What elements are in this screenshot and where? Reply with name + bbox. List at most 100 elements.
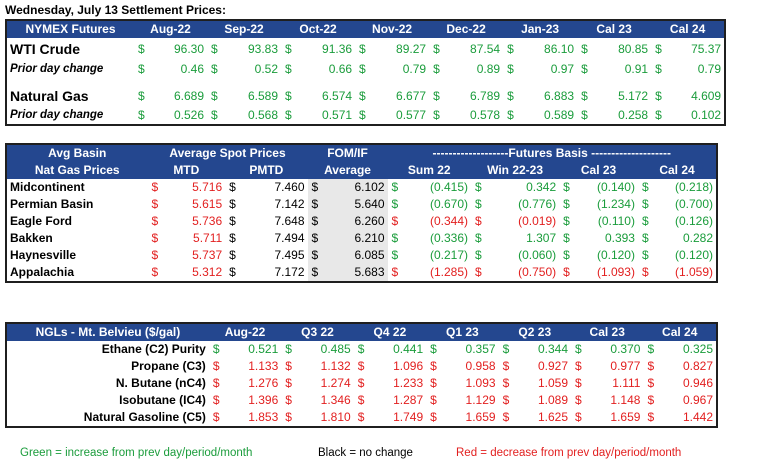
dollar-sign: $ xyxy=(575,342,582,356)
fom-value: 6.260 xyxy=(321,213,388,230)
ngl-value: 1.625 xyxy=(537,410,568,424)
futures-header-cell: Dec-22 xyxy=(429,20,504,38)
basis-header-cell: Cal 24 xyxy=(637,162,717,179)
ngl-value: 0.827 xyxy=(682,359,713,373)
dollar-sign: $ xyxy=(502,376,510,390)
dollar-sign: $ xyxy=(502,342,510,356)
dollar-sign: $ xyxy=(507,41,514,56)
dollar-sign: $ xyxy=(475,231,482,245)
dollar-sign: $ xyxy=(151,180,159,194)
ngl-value: 0.370 xyxy=(610,342,641,356)
dollar-sign: $ xyxy=(563,214,570,228)
basis-header-cell: -------------------Futures Basis -------… xyxy=(387,144,717,162)
futures-value: 0.568 xyxy=(248,108,279,122)
dollar-sign: $ xyxy=(285,393,292,407)
dollar-sign: $ xyxy=(563,197,570,211)
basis-row-label: Appalachia xyxy=(10,265,75,279)
futures-value: 0.578 xyxy=(470,108,501,122)
basis-row: Bakken $5.711 $7.494 $6.210 $ (0.336) $1.307 $0… xyxy=(6,230,717,247)
ngl-header-cell: Aug-22 xyxy=(208,323,282,341)
futures-value: 0.89 xyxy=(476,62,501,76)
dollar-sign: $ xyxy=(581,88,588,103)
dollar-sign: $ xyxy=(391,180,399,194)
futures-basis-value: (0.126) xyxy=(674,214,713,228)
dollar-sign: $ xyxy=(475,214,482,228)
fom-value: 5.640 xyxy=(321,196,388,213)
futures-value: 91.36 xyxy=(322,41,353,56)
dollar-sign: $ xyxy=(581,108,588,122)
basis-row: Midcontinent $5.716 $7.460 $6.102 $ (0.415) $0… xyxy=(6,179,717,196)
dollar-sign: $ xyxy=(212,359,220,373)
futures-value: 6.589 xyxy=(248,88,279,103)
dollar-sign: $ xyxy=(229,197,236,211)
dollar-sign: $ xyxy=(581,41,588,56)
futures-value: 6.883 xyxy=(544,88,575,103)
pmtd-value: 7.142 xyxy=(274,197,305,211)
basis-row: Appalachia $5.312 $7.172 $5.683 $ (1.285) $ (0.… xyxy=(6,264,717,282)
futures-basis-value: (0.670) xyxy=(429,197,469,211)
dollar-sign: $ xyxy=(285,359,292,373)
ngl-header-cell: Q2 23 xyxy=(498,323,571,341)
dollar-sign: $ xyxy=(212,376,220,390)
futures-value: 0.577 xyxy=(396,108,427,122)
ngl-row: Ethane (C2) Purity $0.521 $0.485 $0.441 $0.3… xyxy=(6,341,717,358)
ngl-value: 1.396 xyxy=(248,393,279,407)
dollar-sign: $ xyxy=(138,88,145,103)
dollar-sign: $ xyxy=(563,248,570,262)
page-title: Wednesday, July 13 Settlement Prices: xyxy=(5,3,226,17)
dollar-sign: $ xyxy=(285,108,292,122)
dollar-sign: $ xyxy=(307,264,322,282)
dollar-sign: $ xyxy=(307,247,322,264)
dollar-sign: $ xyxy=(563,231,570,245)
basis-row-label: Bakken xyxy=(10,231,53,245)
dollar-sign: $ xyxy=(502,393,510,407)
futures-header-cell: Sep-22 xyxy=(207,20,282,38)
dollar-sign: $ xyxy=(357,342,365,356)
mtd-value: 5.716 xyxy=(192,180,223,194)
dollar-sign: $ xyxy=(475,265,482,279)
ngl-row: Isobutane (IC4) $1.396 $1.346 $1.287 $1.129 $… xyxy=(6,392,717,409)
ngl-value: 1.059 xyxy=(537,376,568,390)
dollar-sign: $ xyxy=(475,180,482,194)
dollar-sign: $ xyxy=(647,410,655,424)
dollar-sign: $ xyxy=(647,342,655,356)
dollar-sign: $ xyxy=(507,108,514,122)
futures-row-label: WTI Crude xyxy=(10,41,80,57)
basis-table: Avg Basin Average Spot Prices FOM/IF ------… xyxy=(5,143,718,283)
ngl-value: 1.274 xyxy=(320,376,351,390)
futures-basis-value: 0.393 xyxy=(604,231,635,245)
futures-basis-value: (0.060) xyxy=(518,248,557,262)
futures-basis-value: (0.120) xyxy=(596,248,635,262)
futures-row: Natural Gas $6.689 $6.589 $6.574 $6.677 $6.78… xyxy=(6,85,725,107)
dollar-sign: $ xyxy=(391,214,399,228)
ngl-header-cell: Cal 24 xyxy=(643,323,717,341)
dollar-sign: $ xyxy=(507,62,514,76)
ngl-value: 1.148 xyxy=(610,393,641,407)
dollar-sign: $ xyxy=(151,214,159,228)
dollar-sign: $ xyxy=(563,180,570,194)
dollar-sign: $ xyxy=(307,179,322,196)
ngl-value: 0.485 xyxy=(320,342,351,356)
futures-basis-value: (0.415) xyxy=(429,180,469,194)
dollar-sign: $ xyxy=(151,265,159,279)
futures-value: 0.79 xyxy=(402,62,427,76)
ngl-header-cell: Q1 23 xyxy=(426,323,499,341)
ngl-value: 1.659 xyxy=(465,410,496,424)
dollar-sign: $ xyxy=(581,62,588,76)
dollar-sign: $ xyxy=(151,231,159,245)
futures-basis-value: (0.336) xyxy=(429,231,469,245)
ngl-value: 0.357 xyxy=(465,342,496,356)
dollar-sign: $ xyxy=(391,265,399,279)
futures-table: NYMEX Futures Aug-22 Sep-22 Oct-22 Nov-22 Dec… xyxy=(5,19,727,126)
dollar-sign: $ xyxy=(138,62,145,76)
dollar-sign: $ xyxy=(575,410,582,424)
futures-basis-value: (0.019) xyxy=(518,214,557,228)
futures-basis-value: (1.234) xyxy=(596,197,635,211)
dollar-sign: $ xyxy=(359,41,366,56)
fom-value: 6.210 xyxy=(321,230,388,247)
futures-value: 0.589 xyxy=(544,108,575,122)
futures-row: Prior day change $0.526 $0.568 $0.571 $0.577… xyxy=(6,107,725,125)
basis-header-cell: Avg Basin xyxy=(6,144,148,162)
dollar-sign: $ xyxy=(307,196,322,213)
dollar-sign: $ xyxy=(647,359,655,373)
